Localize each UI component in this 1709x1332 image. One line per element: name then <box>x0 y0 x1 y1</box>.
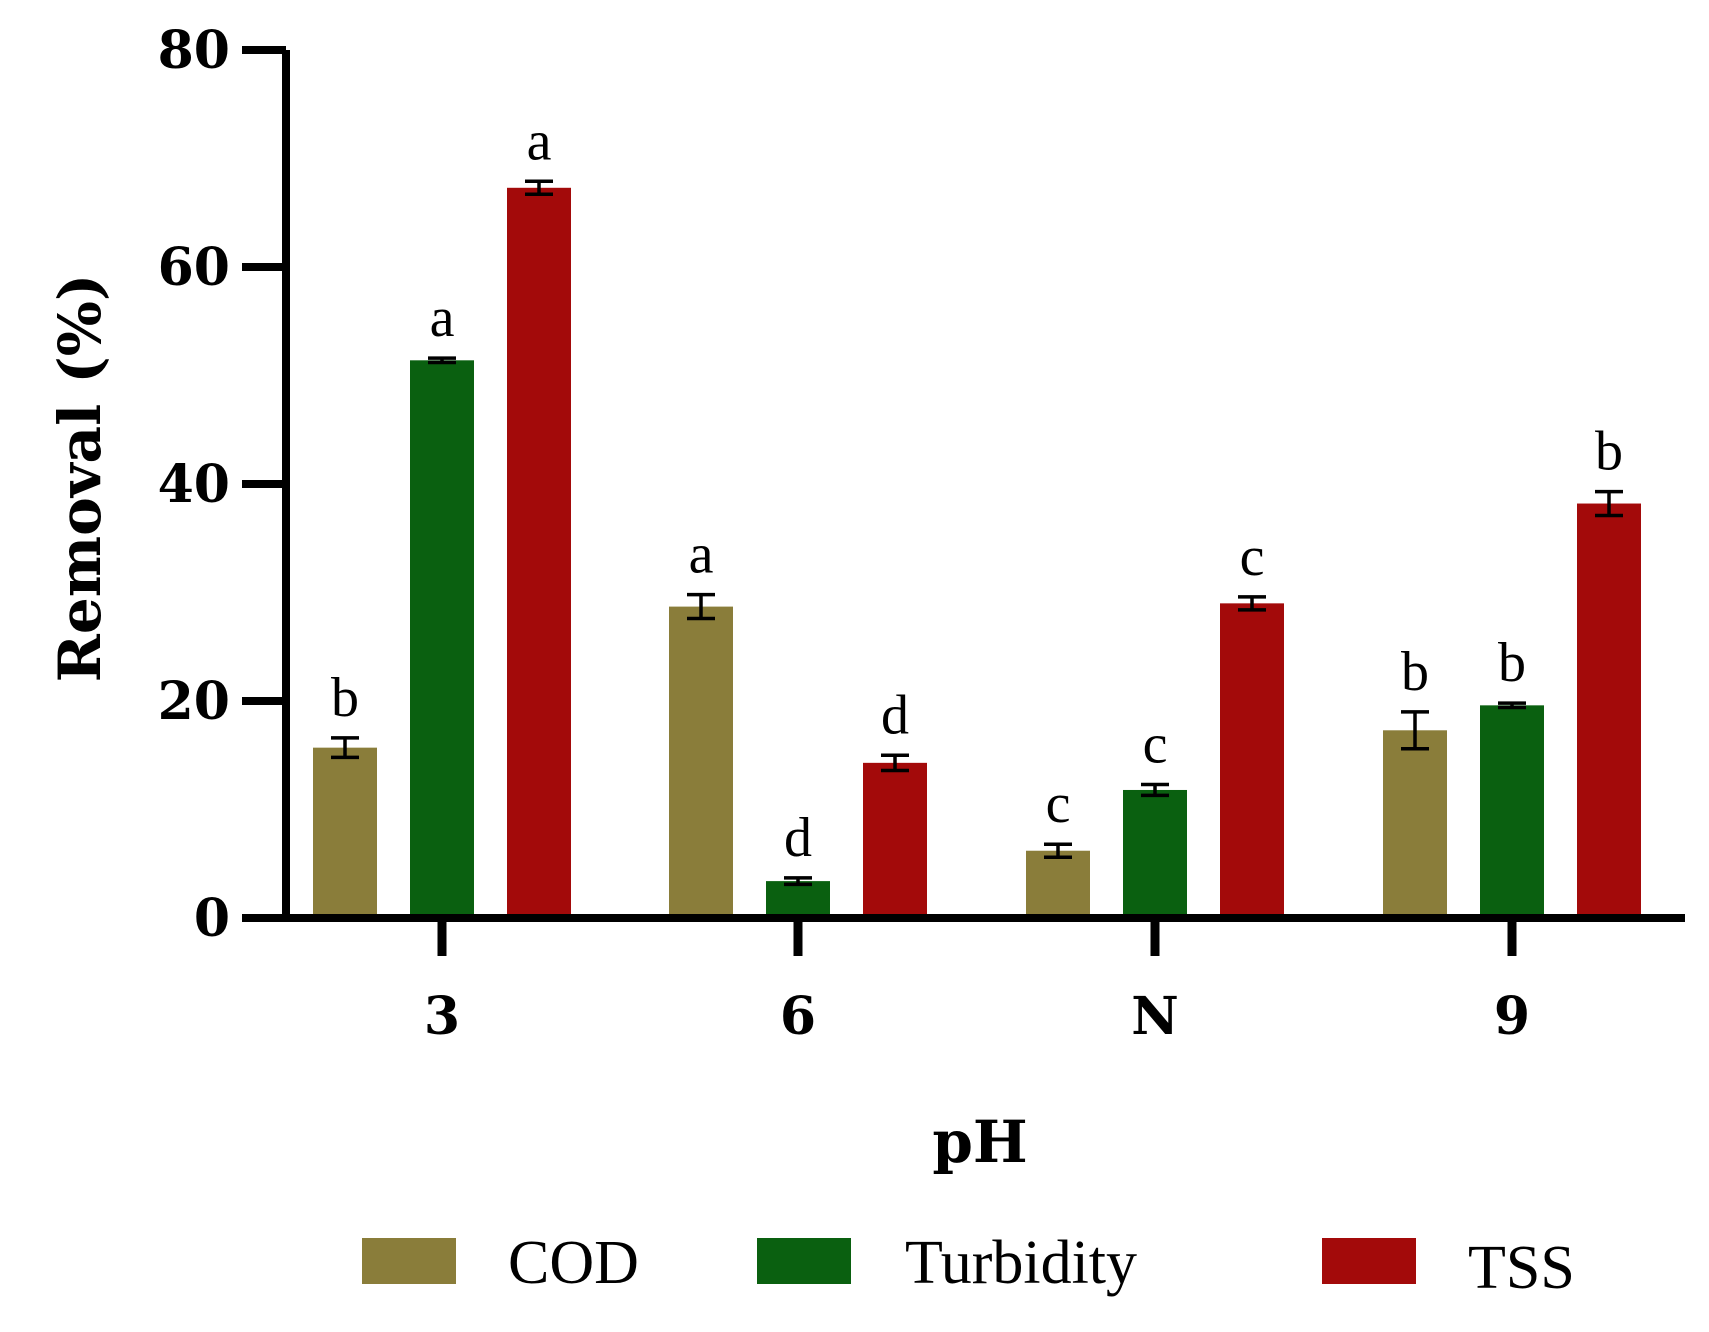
legend: COD Turbidity TSS <box>362 1229 1575 1302</box>
bar-cod-n <box>1026 850 1090 918</box>
significance-labels-layer: b a c b a d c b a d c b <box>331 110 1623 869</box>
bar-cod-9 <box>1383 730 1447 918</box>
significance-label: a <box>689 524 714 586</box>
error-bar-cod-3 <box>331 736 359 760</box>
x-tick-label: 9 <box>1494 986 1530 1047</box>
error-bars-layer <box>331 179 1623 887</box>
significance-label: d <box>881 684 909 746</box>
bar-cod-3 <box>313 747 377 918</box>
error-bar-cod-n <box>1044 842 1072 859</box>
bar-turbidity-n <box>1123 789 1187 918</box>
y-tick-label: 20 <box>158 671 230 732</box>
x-tick-label: 6 <box>780 986 816 1047</box>
bar-turbidity-3 <box>410 360 474 918</box>
y-tick-label: 0 <box>194 888 230 949</box>
y-tick-label: 40 <box>158 454 230 515</box>
y-tick-label: 60 <box>158 237 230 298</box>
significance-label: a <box>527 110 552 172</box>
legend-swatch-tss <box>1322 1238 1416 1284</box>
error-bar-cod-6 <box>687 592 715 621</box>
error-bar-tss-6 <box>881 753 909 773</box>
bar-tss-6 <box>863 762 927 918</box>
x-axis-title: pH <box>932 1108 1027 1176</box>
legend-label-cod: COD <box>508 1229 639 1297</box>
bar-cod-6 <box>669 606 733 918</box>
error-bar-tss-n <box>1238 595 1266 612</box>
legend-item-turbidity: Turbidity <box>757 1229 1137 1297</box>
significance-label: b <box>331 667 359 729</box>
error-bar-turbidity-n <box>1141 782 1169 798</box>
legend-label-turbidity: Turbidity <box>905 1229 1137 1297</box>
error-bar-tss-3 <box>525 179 553 197</box>
bar-turbidity-6 <box>766 881 830 918</box>
bar-tss-n <box>1220 603 1284 918</box>
y-tick-label: 80 <box>158 20 230 81</box>
error-bar-turbidity-9 <box>1498 701 1526 710</box>
tick-labels-layer: 0 20 40 60 80 3 6 N 9 <box>158 20 1530 1047</box>
significance-label: b <box>1498 632 1526 694</box>
bar-turbidity-9 <box>1480 705 1544 918</box>
significance-label: c <box>1143 714 1168 776</box>
legend-swatch-turbidity <box>757 1238 851 1284</box>
bar-tss-3 <box>507 187 571 919</box>
legend-swatch-cod <box>362 1238 456 1284</box>
significance-label: b <box>1401 641 1429 703</box>
x-tick-label: 3 <box>424 986 460 1047</box>
legend-item-tss: TSS <box>1322 1234 1575 1302</box>
significance-label: a <box>430 287 455 349</box>
significance-label: b <box>1595 421 1623 483</box>
axes-layer <box>242 46 1685 956</box>
error-bar-turbidity-6 <box>784 876 812 887</box>
significance-label: d <box>784 807 812 869</box>
x-tick-label: N <box>1131 986 1179 1047</box>
legend-item-cod: COD <box>362 1229 639 1297</box>
error-bar-cod-9 <box>1401 710 1429 751</box>
legend-label-tss: TSS <box>1468 1234 1575 1302</box>
error-bar-turbidity-3 <box>428 356 456 365</box>
bars-layer <box>313 187 1641 919</box>
significance-label: c <box>1240 526 1265 588</box>
y-axis-title: Removal (%) <box>46 274 114 683</box>
significance-label: c <box>1046 773 1071 835</box>
bar-tss-9 <box>1577 503 1641 918</box>
error-bar-tss-9 <box>1595 489 1623 518</box>
